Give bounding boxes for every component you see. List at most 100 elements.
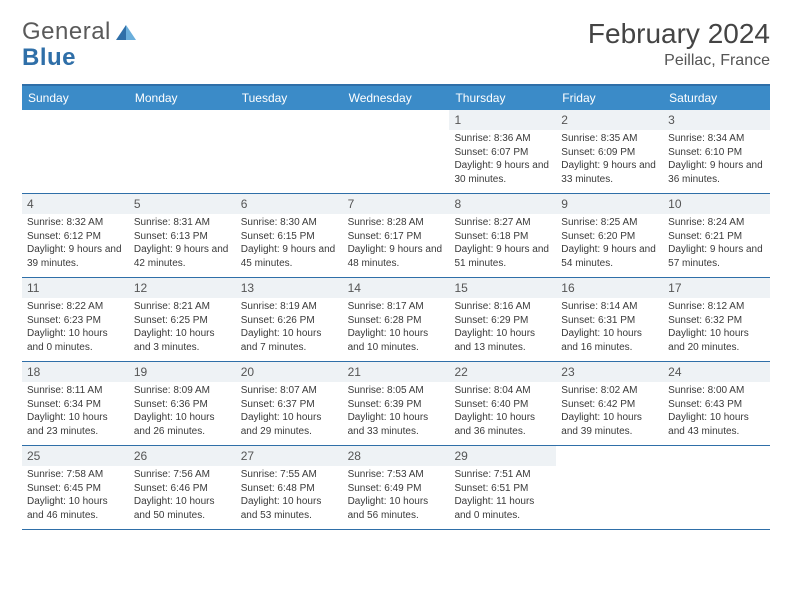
sunrise-text: Sunrise: 8:19 AM: [241, 300, 338, 314]
sunset-text: Sunset: 6:51 PM: [454, 482, 551, 496]
day-cell: 27Sunrise: 7:55 AMSunset: 6:48 PMDayligh…: [236, 446, 343, 529]
week-row: 11Sunrise: 8:22 AMSunset: 6:23 PMDayligh…: [22, 278, 770, 362]
daylight-text: Daylight: 10 hours and 7 minutes.: [241, 327, 338, 354]
sunset-text: Sunset: 6:12 PM: [27, 230, 124, 244]
day-cell: 7Sunrise: 8:28 AMSunset: 6:17 PMDaylight…: [343, 194, 450, 277]
day-cell: 15Sunrise: 8:16 AMSunset: 6:29 PMDayligh…: [449, 278, 556, 361]
sunset-text: Sunset: 6:25 PM: [134, 314, 231, 328]
sunset-text: Sunset: 6:07 PM: [454, 146, 551, 160]
calendar: Sunday Monday Tuesday Wednesday Thursday…: [22, 84, 770, 530]
daylight-text: Daylight: 10 hours and 36 minutes.: [454, 411, 551, 438]
daylight-text: Daylight: 10 hours and 26 minutes.: [134, 411, 231, 438]
day-number: 15: [449, 278, 556, 298]
day-number: 27: [236, 446, 343, 466]
day-number: 19: [129, 362, 236, 382]
sunrise-text: Sunrise: 7:56 AM: [134, 468, 231, 482]
sunrise-text: Sunrise: 8:02 AM: [561, 384, 658, 398]
daylight-text: Daylight: 10 hours and 23 minutes.: [27, 411, 124, 438]
sunset-text: Sunset: 6:42 PM: [561, 398, 658, 412]
daylight-text: Daylight: 9 hours and 51 minutes.: [454, 243, 551, 270]
day-cell: 23Sunrise: 8:02 AMSunset: 6:42 PMDayligh…: [556, 362, 663, 445]
sunrise-text: Sunrise: 8:28 AM: [348, 216, 445, 230]
day-cell: 16 Sunrise: 8:14 AMSunset: 6:31 PMDayligh…: [556, 278, 663, 361]
logo-text-2-wrap: Blue: [22, 44, 76, 72]
weekday-wednesday: Wednesday: [343, 86, 450, 110]
daylight-text: Daylight: 9 hours and 42 minutes.: [134, 243, 231, 270]
daylight-text: Daylight: 10 hours and 53 minutes.: [241, 495, 338, 522]
sunrise-text: Sunrise: 8:27 AM: [454, 216, 551, 230]
day-cell: 17Sunrise: 8:12 AMSunset: 6:32 PMDayligh…: [663, 278, 770, 361]
day-number: 24: [663, 362, 770, 382]
week-row: 4Sunrise: 8:32 AMSunset: 6:12 PMDaylight…: [22, 194, 770, 278]
daylight-text: Daylight: 9 hours and 36 minutes.: [668, 159, 765, 186]
weekday-sunday: Sunday: [22, 86, 129, 110]
day-number: 6: [236, 194, 343, 214]
day-number: 16: [556, 278, 663, 298]
day-cell: [22, 110, 129, 193]
title-block: February 2024 Peillac, France: [588, 18, 770, 70]
sunrise-text: Sunrise: 8:17 AM: [348, 300, 445, 314]
day-cell: 29Sunrise: 7:51 AMSunset: 6:51 PMDayligh…: [449, 446, 556, 529]
logo-mark-icon: [115, 23, 137, 41]
sunset-text: Sunset: 6:31 PM: [561, 314, 658, 328]
day-cell: [556, 446, 663, 529]
sunrise-text: Sunrise: 8:05 AM: [348, 384, 445, 398]
weekday-header: Sunday Monday Tuesday Wednesday Thursday…: [22, 86, 770, 110]
daylight-text: Daylight: 10 hours and 13 minutes.: [454, 327, 551, 354]
daylight-text: Daylight: 9 hours and 57 minutes.: [668, 243, 765, 270]
day-cell: 6Sunrise: 8:30 AMSunset: 6:15 PMDaylight…: [236, 194, 343, 277]
sunrise-text: Sunrise: 8:35 AM: [561, 132, 658, 146]
day-cell: 11Sunrise: 8:22 AMSunset: 6:23 PMDayligh…: [22, 278, 129, 361]
daylight-text: Daylight: 9 hours and 39 minutes.: [27, 243, 124, 270]
day-cell: 24Sunrise: 8:00 AMSunset: 6:43 PMDayligh…: [663, 362, 770, 445]
sunrise-text: Sunrise: 8:32 AM: [27, 216, 124, 230]
sunset-text: Sunset: 6:17 PM: [348, 230, 445, 244]
day-number: 5: [129, 194, 236, 214]
sunset-text: Sunset: 6:20 PM: [561, 230, 658, 244]
daylight-text: Daylight: 10 hours and 16 minutes.: [561, 327, 658, 354]
sunrise-text: Sunrise: 8:11 AM: [27, 384, 124, 398]
day-number: 8: [449, 194, 556, 214]
week-row: 18Sunrise: 8:11 AMSunset: 6:34 PMDayligh…: [22, 362, 770, 446]
day-cell: [236, 110, 343, 193]
sunrise-text: Sunrise: 8:14 AM: [561, 300, 658, 314]
sunrise-text: Sunrise: 8:31 AM: [134, 216, 231, 230]
sunrise-text: Sunrise: 7:51 AM: [454, 468, 551, 482]
weekday-tuesday: Tuesday: [236, 86, 343, 110]
sunrise-text: Sunrise: 7:55 AM: [241, 468, 338, 482]
day-cell: 13Sunrise: 8:19 AMSunset: 6:26 PMDayligh…: [236, 278, 343, 361]
day-number: 23: [556, 362, 663, 382]
sunrise-text: Sunrise: 8:36 AM: [454, 132, 551, 146]
day-number: 29: [449, 446, 556, 466]
sunrise-text: Sunrise: 7:58 AM: [27, 468, 124, 482]
sunrise-text: Sunrise: 8:21 AM: [134, 300, 231, 314]
day-number: 13: [236, 278, 343, 298]
sunset-text: Sunset: 6:46 PM: [134, 482, 231, 496]
sunrise-text: Sunrise: 8:30 AM: [241, 216, 338, 230]
sunrise-text: Sunrise: 8:16 AM: [454, 300, 551, 314]
daylight-text: Daylight: 10 hours and 0 minutes.: [27, 327, 124, 354]
month-title: February 2024: [588, 18, 770, 50]
day-cell: 10Sunrise: 8:24 AMSunset: 6:21 PMDayligh…: [663, 194, 770, 277]
daylight-text: Daylight: 10 hours and 50 minutes.: [134, 495, 231, 522]
day-number: 18: [22, 362, 129, 382]
day-cell: 2Sunrise: 8:35 AMSunset: 6:09 PMDaylight…: [556, 110, 663, 193]
day-number: 28: [343, 446, 450, 466]
sunset-text: Sunset: 6:21 PM: [668, 230, 765, 244]
sunrise-text: Sunrise: 8:25 AM: [561, 216, 658, 230]
sunset-text: Sunset: 6:09 PM: [561, 146, 658, 160]
sunrise-text: Sunrise: 8:24 AM: [668, 216, 765, 230]
day-number: 9: [556, 194, 663, 214]
sunrise-text: Sunrise: 8:00 AM: [668, 384, 765, 398]
sunset-text: Sunset: 6:37 PM: [241, 398, 338, 412]
day-cell: [129, 110, 236, 193]
sunrise-text: Sunrise: 8:34 AM: [668, 132, 765, 146]
day-number: 12: [129, 278, 236, 298]
sunset-text: Sunset: 6:36 PM: [134, 398, 231, 412]
day-number: 22: [449, 362, 556, 382]
sunset-text: Sunset: 6:34 PM: [27, 398, 124, 412]
day-cell: 1Sunrise: 8:36 AMSunset: 6:07 PMDaylight…: [449, 110, 556, 193]
day-number: 26: [129, 446, 236, 466]
weekday-thursday: Thursday: [449, 86, 556, 110]
day-cell: 28Sunrise: 7:53 AMSunset: 6:49 PMDayligh…: [343, 446, 450, 529]
